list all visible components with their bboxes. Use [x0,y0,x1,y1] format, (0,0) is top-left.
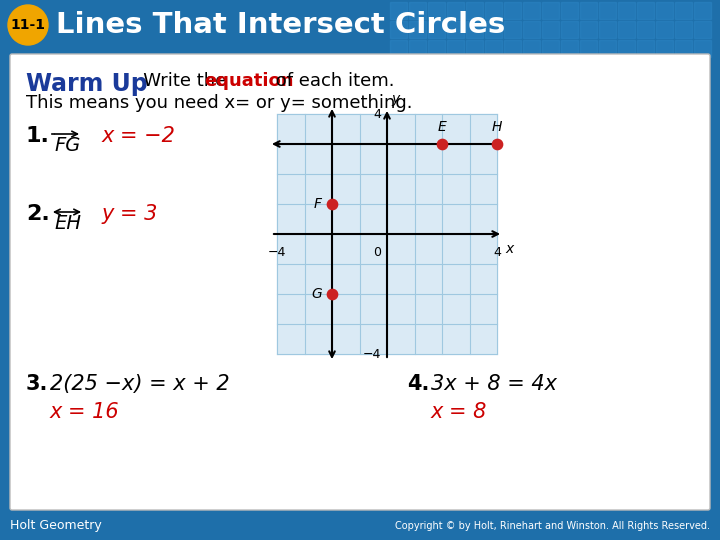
Text: of each item.: of each item. [270,72,395,90]
Bar [618,40,635,57]
Bar [580,2,597,19]
Bar [599,40,616,57]
Text: Copyright © by Holt, Rinehart and Winston. All Rights Reserved.: Copyright © by Holt, Rinehart and Winsto… [395,521,710,531]
Bar [599,21,616,38]
Text: x = 8: x = 8 [431,402,487,422]
Bar [523,21,540,38]
Text: H: H [492,120,502,134]
Circle shape [8,5,48,45]
Bar [485,40,502,57]
Text: EH: EH [54,214,81,233]
Text: x: x [505,242,513,256]
Bar [580,21,597,38]
Text: Holt Geometry: Holt Geometry [10,519,102,532]
Bar [390,2,407,19]
Bar [675,40,692,57]
Bar [561,40,578,57]
Bar [561,2,578,19]
Point [326,289,338,298]
Bar [523,40,540,57]
Bar [542,2,559,19]
Text: 2(25 −x) = x + 2: 2(25 −x) = x + 2 [50,374,230,394]
Bar [675,21,692,38]
Bar [447,40,464,57]
Text: G: G [311,287,322,301]
Text: 3x + 8 = 4x: 3x + 8 = 4x [431,374,557,394]
Bar [580,40,597,57]
Bar [428,40,445,57]
Bar [542,21,559,38]
Bar [428,2,445,19]
Bar [0,512,720,540]
Bar [466,40,483,57]
Bar [409,40,426,57]
Text: F: F [314,197,322,211]
Bar [656,40,673,57]
Bar [390,40,407,57]
Bar [656,2,673,19]
Text: 1.: 1. [26,126,50,146]
Bar [466,21,483,38]
Text: 0: 0 [373,246,381,259]
Bar [466,2,483,19]
Text: 11-1: 11-1 [11,18,45,32]
Bar [618,21,635,38]
Bar [656,21,673,38]
Text: 4: 4 [493,246,501,259]
Text: Write the: Write the [126,72,232,90]
Bar [485,21,502,38]
Bar [637,21,654,38]
Bar [694,2,711,19]
Text: 4.: 4. [407,374,429,394]
Bar [675,2,692,19]
Text: x = 16: x = 16 [50,402,120,422]
Point [326,200,338,208]
Bar [277,114,497,354]
Point [491,140,503,149]
Bar [447,2,464,19]
Text: −4: −4 [268,246,286,259]
Bar [485,2,502,19]
Text: 3.: 3. [26,374,48,394]
Bar [504,21,521,38]
Text: E: E [438,120,446,134]
Point [436,140,448,149]
Text: FG: FG [54,136,81,155]
Text: y: y [391,92,400,106]
Text: equation: equation [204,72,294,90]
Bar [694,21,711,38]
Text: −4: −4 [363,348,381,361]
Bar [409,2,426,19]
Bar [637,40,654,57]
Text: Warm Up: Warm Up [26,72,148,96]
Text: y = 3: y = 3 [102,204,158,224]
Bar [618,2,635,19]
Bar [561,21,578,38]
Bar [428,21,445,38]
Bar [0,0,720,50]
Text: 4: 4 [373,107,381,120]
FancyBboxPatch shape [10,54,710,510]
Bar [409,21,426,38]
Bar [637,2,654,19]
Bar [447,21,464,38]
Bar [542,40,559,57]
Text: Lines That Intersect Circles: Lines That Intersect Circles [56,11,505,39]
Bar [390,21,407,38]
Bar [694,40,711,57]
Bar [599,2,616,19]
Bar [523,2,540,19]
Bar [504,2,521,19]
Bar [504,40,521,57]
Text: 2.: 2. [26,204,50,224]
Text: This means you need x= or y= something.: This means you need x= or y= something. [26,94,413,112]
Text: x = −2: x = −2 [102,126,176,146]
